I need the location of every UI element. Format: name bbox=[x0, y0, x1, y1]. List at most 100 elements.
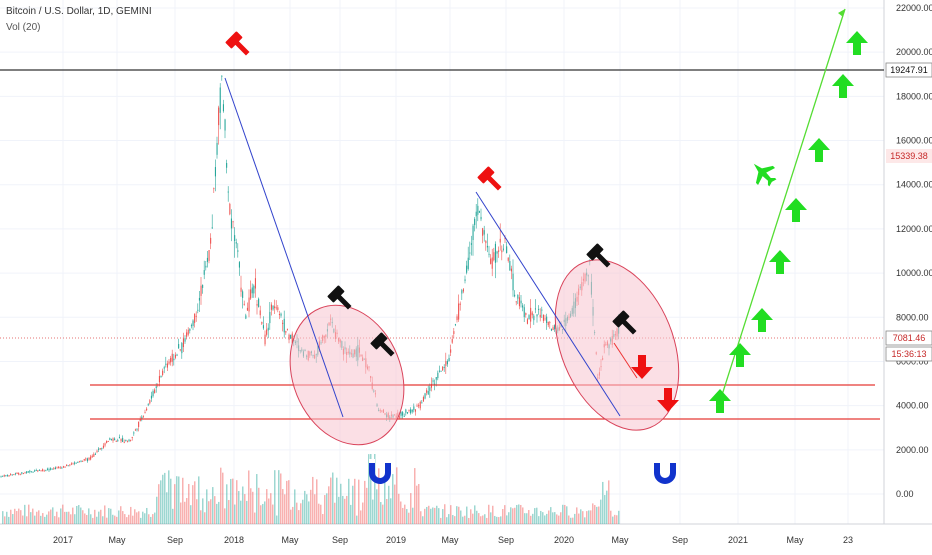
candle-body bbox=[163, 367, 165, 369]
price-tag-current-bg bbox=[885, 330, 932, 346]
candle-body bbox=[253, 285, 255, 294]
y-tick-label: 14000.00 bbox=[896, 180, 932, 190]
candle-body bbox=[62, 466, 64, 468]
candle-body bbox=[186, 332, 188, 337]
volume-bar bbox=[164, 472, 166, 524]
volume-bar bbox=[456, 506, 458, 524]
candle-body bbox=[237, 250, 239, 252]
candle-body bbox=[451, 339, 453, 343]
candle-body bbox=[94, 453, 96, 455]
candle-body bbox=[408, 409, 410, 411]
volume-bar bbox=[444, 504, 446, 524]
hammer-head bbox=[477, 166, 495, 184]
volume-bar bbox=[464, 515, 466, 524]
candle-body bbox=[224, 119, 226, 131]
volume-bar bbox=[598, 506, 600, 524]
volume-bar bbox=[524, 513, 526, 524]
volume-bar bbox=[332, 472, 334, 524]
volume-bar bbox=[468, 517, 470, 524]
ticker-label: Bitcoin / U.S. Dollar, 1D, GEMINI bbox=[6, 6, 152, 17]
volume-bar bbox=[568, 515, 570, 524]
candle-body bbox=[165, 363, 167, 365]
candle-body bbox=[45, 470, 47, 472]
volume-bar bbox=[338, 496, 340, 524]
volume-bar bbox=[128, 514, 130, 524]
candle-body bbox=[125, 439, 127, 442]
hammer-head bbox=[327, 285, 345, 303]
candle-body bbox=[462, 289, 464, 292]
volume-bar bbox=[434, 507, 436, 524]
volume-bar bbox=[448, 514, 450, 524]
volume-bar bbox=[336, 477, 338, 524]
volume-bar bbox=[220, 467, 222, 524]
volume-bar bbox=[340, 483, 342, 524]
up-arrow-icon bbox=[832, 74, 854, 98]
volume-bar bbox=[348, 478, 350, 524]
candle-body bbox=[202, 284, 204, 288]
volume-bar bbox=[66, 511, 68, 524]
candle-body bbox=[118, 437, 120, 439]
candle-body bbox=[437, 372, 439, 379]
candle-body bbox=[262, 325, 264, 329]
volume-bar bbox=[234, 504, 236, 524]
magnet-icon bbox=[369, 459, 391, 484]
volume-bar bbox=[170, 478, 172, 524]
volume-bar bbox=[512, 508, 514, 524]
volume-bar bbox=[358, 479, 360, 524]
volume-bar bbox=[154, 512, 156, 524]
candle-body bbox=[400, 412, 402, 416]
candle-body bbox=[478, 211, 480, 213]
candle-body bbox=[205, 265, 207, 268]
candle-body bbox=[106, 440, 108, 444]
candle-body bbox=[552, 327, 554, 330]
volume-bar bbox=[216, 503, 218, 524]
candle-body bbox=[198, 297, 200, 301]
volume-bar bbox=[594, 505, 596, 524]
volume-bar bbox=[150, 516, 152, 524]
candle-body bbox=[170, 357, 172, 363]
hammer-handle bbox=[234, 40, 250, 56]
hammer-handle bbox=[336, 294, 352, 310]
magnet-tip bbox=[385, 459, 391, 463]
volume-bar bbox=[108, 508, 110, 524]
candle-body bbox=[546, 316, 548, 323]
candle-body bbox=[245, 315, 247, 319]
hammer-handle bbox=[595, 252, 611, 268]
volume-bar bbox=[162, 474, 164, 524]
volume-bar bbox=[140, 517, 142, 524]
candle-body bbox=[509, 261, 511, 271]
volume-bar bbox=[536, 507, 538, 524]
volume-bar bbox=[558, 515, 560, 524]
candle-body bbox=[504, 237, 506, 239]
down-arrow-shape bbox=[657, 388, 679, 412]
volume-bar bbox=[266, 489, 268, 524]
volume-bar bbox=[610, 510, 612, 524]
volume-bar bbox=[552, 512, 554, 524]
volume-bar bbox=[604, 495, 606, 524]
candle-body bbox=[264, 334, 266, 345]
volume-bar bbox=[218, 501, 220, 524]
volume-bar bbox=[390, 498, 392, 524]
volume-bar bbox=[556, 514, 558, 524]
volume-bar bbox=[44, 516, 46, 524]
volume-bar bbox=[82, 510, 84, 524]
volume-bar bbox=[152, 514, 154, 524]
candle-body bbox=[282, 322, 284, 324]
candle-body bbox=[510, 268, 512, 272]
volume-bar bbox=[200, 510, 202, 524]
down-arrow-icon bbox=[657, 388, 679, 412]
candle-body bbox=[184, 338, 186, 342]
candle-body bbox=[114, 438, 116, 441]
candle-body bbox=[211, 227, 213, 229]
candle-body bbox=[450, 349, 452, 353]
volume-bar bbox=[350, 504, 352, 524]
candle-body bbox=[531, 312, 533, 316]
volume-bar bbox=[400, 501, 402, 524]
candle-body bbox=[506, 246, 508, 254]
candle-body bbox=[203, 270, 205, 275]
volume-bar bbox=[424, 508, 426, 524]
volume-bar bbox=[206, 489, 208, 524]
volume-bar bbox=[308, 501, 310, 524]
